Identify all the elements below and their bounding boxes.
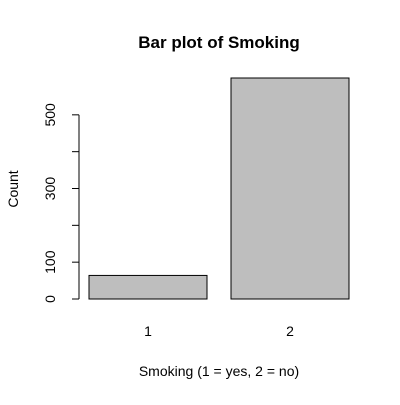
bar-1 bbox=[88, 274, 208, 300]
y-tick-label: 500 bbox=[42, 103, 58, 127]
y-tick-label: 300 bbox=[42, 177, 58, 201]
x-tick-label: 1 bbox=[144, 323, 152, 339]
y-axis-title: Count bbox=[5, 170, 21, 207]
y-tick-label: 100 bbox=[42, 250, 58, 274]
bars bbox=[88, 77, 350, 300]
x-tick-label: 2 bbox=[286, 323, 294, 339]
chart-title: Bar plot of Smoking bbox=[138, 33, 300, 52]
bar-2 bbox=[230, 77, 350, 300]
y-tick-label: 0 bbox=[42, 295, 58, 303]
x-axis-title: Smoking (1 = yes, 2 = no) bbox=[139, 363, 299, 379]
y-axis: 0 100 300 500 bbox=[42, 103, 80, 303]
